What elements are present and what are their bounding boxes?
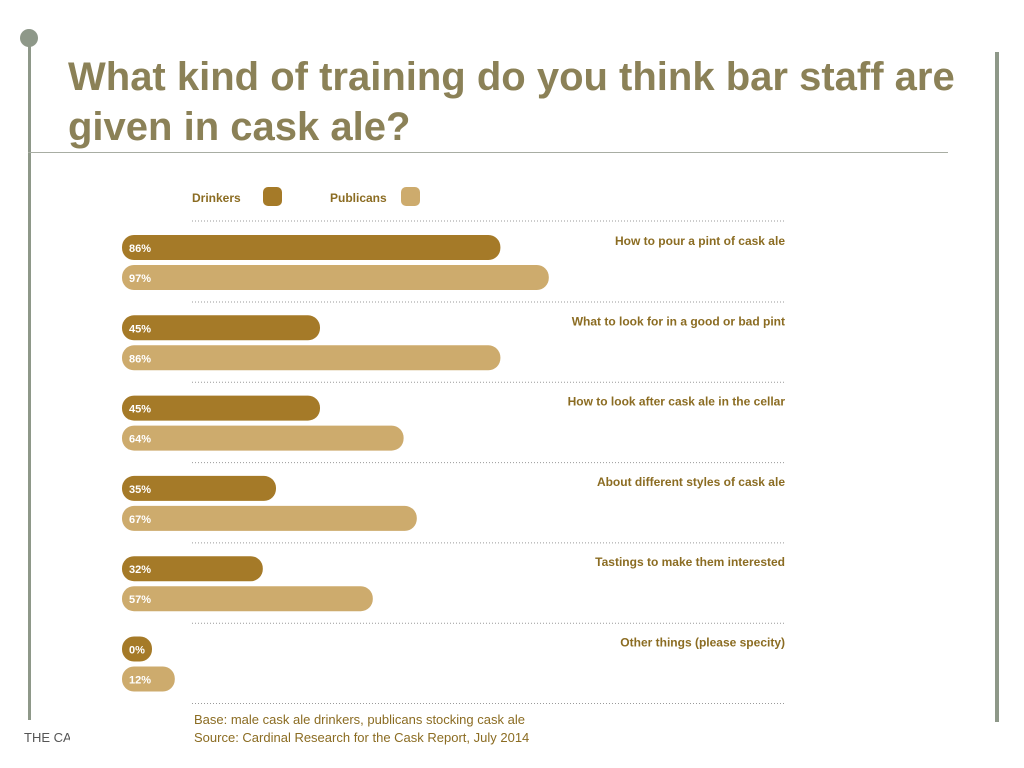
bar-publicans xyxy=(122,666,175,692)
bar-publicans xyxy=(122,586,373,612)
bar-drinkers xyxy=(122,556,263,582)
data-label: 86% xyxy=(129,353,151,365)
category-label: Other things (please specity) xyxy=(620,636,785,650)
source-note: Source: Cardinal Research for the Cask R… xyxy=(194,730,530,745)
footer-text: THE CASK REPORT xyxy=(24,730,70,745)
bar-publicans xyxy=(122,345,501,371)
data-label: 86% xyxy=(129,243,151,255)
left-decorative-rule xyxy=(28,40,31,720)
category-label: Tastings to make them interested xyxy=(595,555,785,569)
category-label: How to pour a pint of cask ale xyxy=(615,234,785,248)
data-label: 64% xyxy=(129,434,151,446)
data-label: 12% xyxy=(129,675,151,687)
right-decorative-rule xyxy=(995,52,999,722)
data-label: 97% xyxy=(129,273,151,285)
data-label: 67% xyxy=(129,514,151,526)
legend-label-drinkers: Drinkers xyxy=(192,191,241,205)
bar-drinkers xyxy=(122,636,152,662)
data-label: 45% xyxy=(129,404,151,416)
data-label: 35% xyxy=(129,484,151,496)
slide-title: What kind of training do you think bar s… xyxy=(68,55,955,149)
bar-drinkers xyxy=(122,315,320,341)
bar-drinkers xyxy=(122,475,276,501)
title-underline xyxy=(28,152,948,153)
bar-publicans xyxy=(122,425,404,451)
base-note: Base: male cask ale drinkers, publicans … xyxy=(194,712,525,727)
decorative-dot xyxy=(20,29,38,47)
bar-publicans xyxy=(122,505,417,531)
data-label: 45% xyxy=(129,323,151,335)
legend-label-publicans: Publicans xyxy=(330,191,387,205)
bar-drinkers xyxy=(122,235,501,260)
category-label: How to look after cask ale in the cellar xyxy=(568,395,786,409)
data-label: 32% xyxy=(129,564,151,576)
category-label: About different styles of cask ale xyxy=(597,475,785,489)
chart-notes: Base: male cask ale drinkers, publicans … xyxy=(194,711,529,747)
category-label: What to look for in a good or bad pint xyxy=(572,314,785,328)
bar-drinkers xyxy=(122,395,320,421)
data-label: 0% xyxy=(129,645,145,657)
legend-swatch-drinkers xyxy=(263,187,282,206)
data-label: 57% xyxy=(129,594,151,606)
bar-publicans xyxy=(122,265,549,290)
legend-swatch-publicans xyxy=(401,187,420,206)
